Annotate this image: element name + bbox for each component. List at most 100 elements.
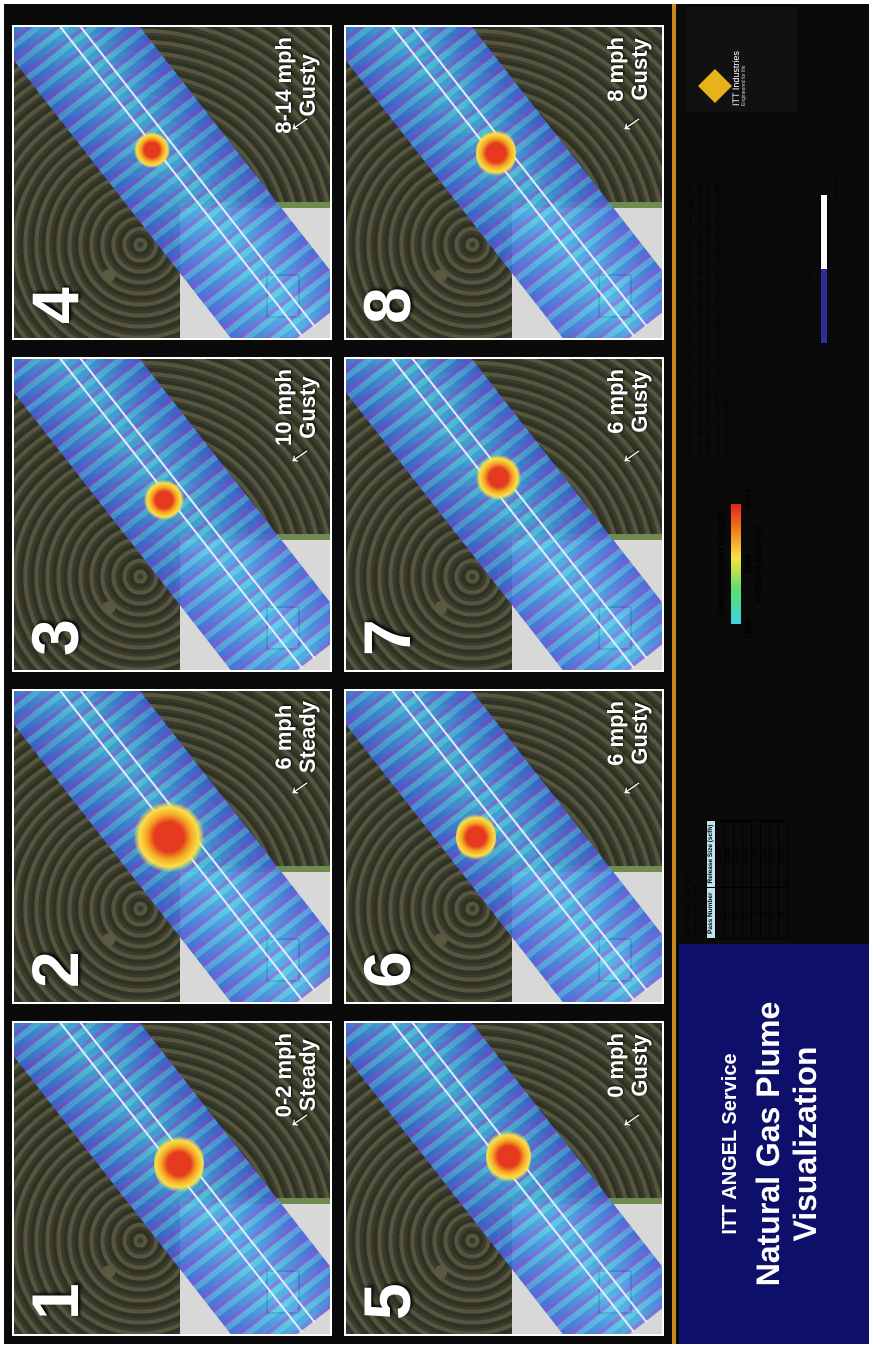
pass-panel-1: 1 ↑ 0-2 mph Steady [12,1021,332,1336]
poster-subtitle: ITT ANGEL Service [719,1053,741,1235]
wind-type: Gusty [626,370,652,433]
poster: 1 ↑ 0-2 mph Steady 2 ↑ 6 mph Steady 3 ↑ … [4,4,869,1344]
pass-cell: 1 [715,887,725,939]
wind-label: 8 mph Gusty [602,37,652,102]
wind-speed: 10 mph [270,369,296,447]
gas-hotspot [476,128,516,178]
gas-hotspot [134,132,170,168]
legend-color-bar [731,504,741,624]
wind-speed: 6 mph [602,369,628,434]
pass-panel-2: 2 ↑ 6 mph Steady [12,689,332,1004]
gas-hotspot [476,455,521,500]
release-cell: 3720 [769,820,779,888]
scale-label: Scale [806,269,813,284]
wind-label: 10 mph Gusty [270,369,320,447]
poster-frame: 1 ↑ 0-2 mph Steady 2 ↑ 6 mph Steady 3 ↑ … [4,4,869,1344]
legend-title: Concentration Length [716,512,727,616]
gas-hotspot [154,1134,204,1194]
release-cell: 3720 [751,820,761,888]
scale-max: 50 meters [832,178,839,204]
column-header: Release Size (scfh) [706,820,716,888]
title-block: ITT ANGEL Service Natural Gas Plume Visu… [679,944,869,1344]
legend-tick: 2000 [743,618,753,639]
pass-number: 4 [18,287,92,324]
wind-label: 8-14 mph Gusty [270,37,320,134]
table-row: 5 3720 [751,820,761,939]
release-cell: 5600 [715,820,725,888]
wind-type: Steady [294,1039,320,1112]
wind-type: Gusty [626,1034,652,1097]
wind-type: Gusty [626,38,652,101]
scale-graphic [820,194,828,344]
wind-type: Gusty [294,376,320,439]
table-header-row: Pass Number Release Size (scfh) [706,820,716,939]
release-cell: 3720 [760,820,770,888]
pass-panel-5: 5 ↑ 0 mph Gusty [344,1021,664,1336]
wind-speed: 8 mph [602,37,628,102]
flight-speed: Flight Speed: 150 mph [684,873,691,939]
pass-number: 1 [18,1283,92,1320]
wind-speed: 6 mph [602,701,628,766]
legend-unit: methane (ppm-m) [753,526,763,602]
pass-cell: 7 [769,887,779,939]
concentration-legend: Concentration Length 2000 3000 4000 meth… [684,464,854,664]
wind-label: 0 mph Gusty [602,1033,652,1098]
table-row: 7 3720 [769,820,779,939]
logo-tagline: Engineered for life [741,65,747,106]
table-row: 6 3720 [760,820,770,939]
pass-panel-4: 4 ↑ 8-14 mph Gusty [12,25,332,340]
wind-type: Steady [294,701,320,774]
flight-info: Flight Speed: 150 mph Altitude: 1000' AG… [684,689,864,939]
wind-speed: 0 mph [602,1033,628,1098]
pass-cell: 6 [760,887,770,939]
wind-speed: 6 mph [270,704,296,770]
pass-cell: 5 [751,887,761,939]
flight-altitude: Altitude: 1000' AGL [691,883,699,939]
wind-label: 6 mph Steady [270,701,320,774]
gas-hotspot [134,802,204,872]
pass-panel-8: 8 ↑ 8 mph Gusty [344,25,664,340]
logo-name: ITT Industries [731,51,741,106]
wind-speed: 0-2 mph [270,1033,296,1118]
pass-number: 3 [18,619,92,656]
wind-speed: 8-14 mph [270,37,296,134]
pass-number: 2 [18,951,92,988]
description-text: The ANGEL Service DIAL sensor uses LIDAR… [687,184,730,459]
scale-min: 0 [832,340,839,344]
pass-cell: 2 [724,887,734,939]
legend-ticks: 2000 3000 4000 [743,489,753,639]
itt-logo-icon [698,69,732,103]
wind-type: Gusty [294,54,320,117]
column-header: Pass Number [706,887,716,939]
pass-cell: 3 [733,887,743,939]
pass-panel-6: 6 ↑ 6 mph Gusty [344,689,664,1004]
legend-tick: 4000 [743,489,753,510]
pass-panel-3: 3 ↑ 10 mph Gusty [12,357,332,672]
pass-cell: 4 [742,887,752,939]
release-cell: 4480 [778,820,788,888]
release-cell: 5600 [742,820,752,888]
pass-number: 5 [350,1283,424,1320]
table-row: 2 5600 [724,820,734,939]
release-cell: 5600 [733,820,743,888]
pass-number: 6 [350,951,424,988]
pass-number: 7 [350,619,424,656]
table-row: 8 4480 [778,820,788,939]
pass-panel-7: 7 ↑ 6 mph Gusty [344,357,664,672]
wind-label: 0-2 mph Steady [270,1033,320,1118]
divider-line [672,4,676,1344]
wind-label: 6 mph Gusty [602,701,652,766]
table-row: 3 5600 [733,820,743,939]
legend-tick: 3000 [743,553,753,575]
itt-logo: ITT Industries Engineered for life [687,7,797,112]
wind-label: 6 mph Gusty [602,369,652,434]
release-cell: 5600 [724,820,734,888]
table-row: 4 5600 [742,820,752,939]
poster-title: Natural Gas Plume Visualization [750,1001,823,1287]
scale-bar: Scale 0 50 meters [804,144,854,344]
table-row: 1 5600 [715,820,725,939]
gas-hotspot [456,812,496,862]
pass-cell: 8 [778,887,788,939]
wind-type: Gusty [626,702,652,765]
